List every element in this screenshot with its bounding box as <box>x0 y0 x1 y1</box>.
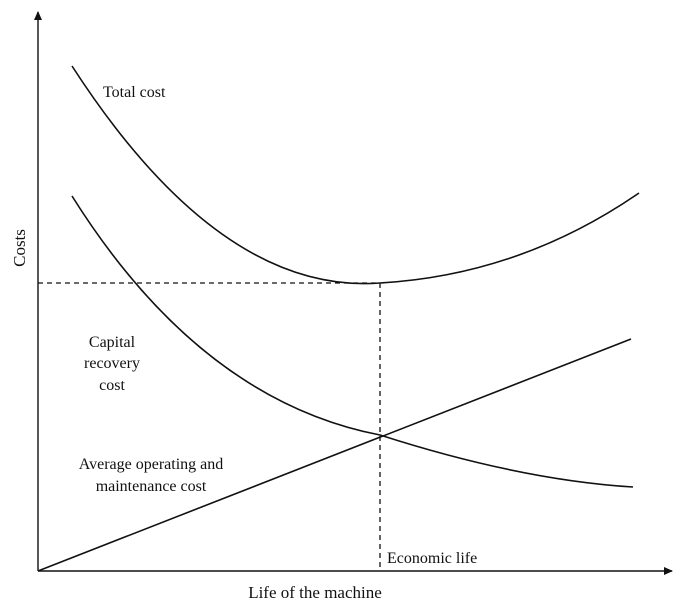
capital-recovery-label-line3: cost <box>99 377 125 394</box>
total-cost-curve <box>71 65 640 285</box>
y-axis-title: Costs <box>10 229 29 267</box>
capital-recovery-cost-curve <box>71 195 634 488</box>
operating-maintenance-label-line1: Average operating and <box>79 456 224 473</box>
operating-maintenance-cost-line <box>37 338 632 572</box>
capital-recovery-label-line1: Capital <box>89 334 136 351</box>
total-cost-label: Total cost <box>103 84 166 101</box>
economic-life-label: Economic life <box>387 550 477 567</box>
operating-maintenance-label-line2: maintenance cost <box>96 478 207 495</box>
capital-recovery-label-line2: recovery <box>84 355 140 372</box>
x-axis-title: Life of the machine <box>248 583 382 602</box>
